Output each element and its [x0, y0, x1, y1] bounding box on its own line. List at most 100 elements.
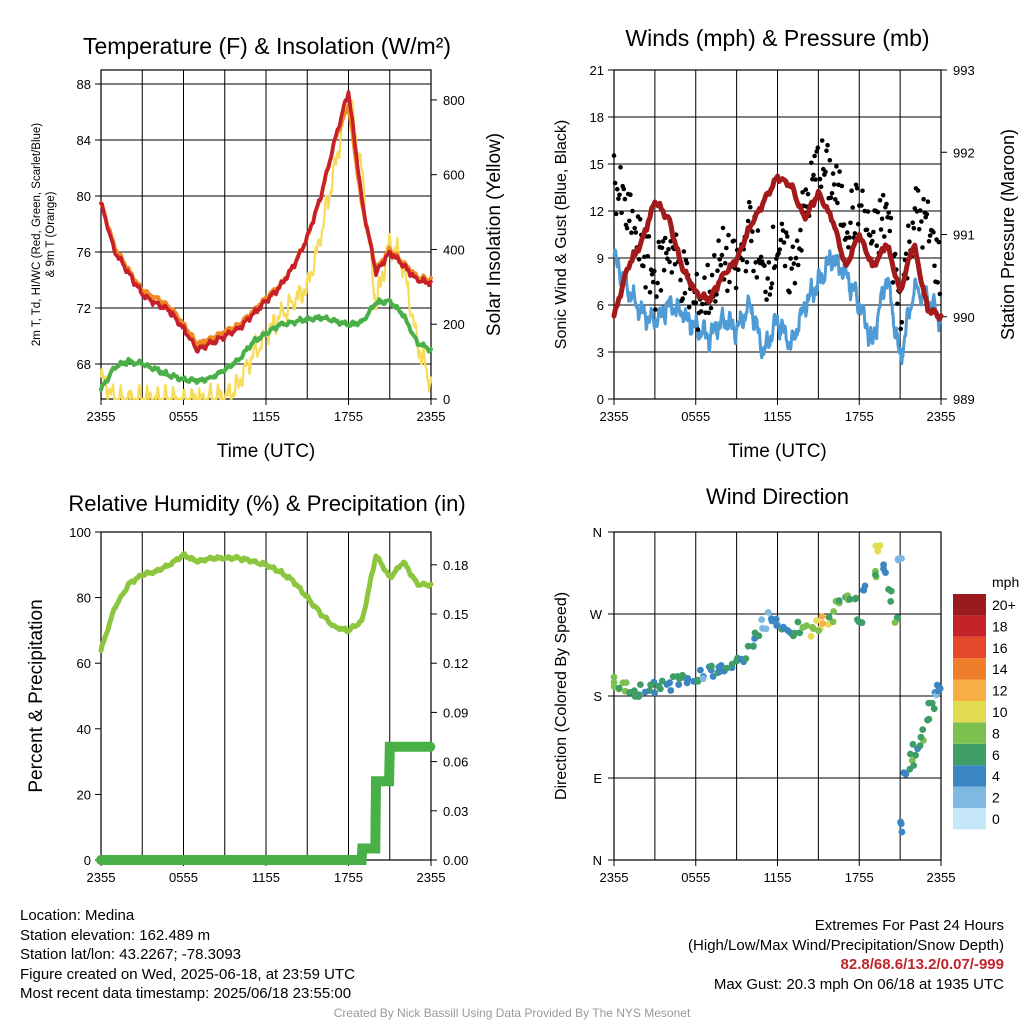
y-tick-label-wind: 0	[597, 392, 604, 407]
gust-point	[641, 263, 646, 269]
series-pressure	[611, 173, 944, 322]
direction-point	[799, 623, 807, 631]
gust-point	[793, 255, 799, 261]
y-tick-label-wind: 18	[590, 110, 604, 125]
gust-point	[924, 211, 930, 217]
gust-point	[920, 245, 925, 250]
gust-point	[854, 185, 860, 191]
extremes-title: Extremes For Past 24 Hours	[814, 917, 1004, 934]
y-tick-label-rh: 60	[77, 656, 91, 671]
x-tick-label-wind: 0555	[681, 409, 710, 424]
y2-tick-label-temp: 0	[443, 392, 450, 407]
direction-point	[846, 595, 854, 603]
direction-point	[825, 613, 833, 621]
direction-point	[794, 618, 802, 626]
y2-tick-label-rh: 0.09	[443, 705, 468, 720]
gust-point	[621, 186, 627, 192]
gust-point	[736, 267, 741, 273]
chart-title-temp: Temperature (F) & Insolation (W/m²)	[83, 33, 451, 59]
gust-point	[630, 208, 635, 214]
gust-point	[702, 275, 707, 281]
gust-point	[781, 240, 787, 245]
gust-point	[827, 158, 833, 163]
x-tick-label-temp: 1155	[252, 409, 280, 424]
direction-point	[819, 620, 827, 627]
gust-point	[619, 210, 624, 215]
gust-point	[834, 164, 839, 169]
gust-point	[750, 229, 755, 234]
gust-point	[803, 187, 809, 192]
y2-axis-label-temp: Solar Insolation (Yellow)	[484, 133, 505, 336]
legend-swatch	[953, 615, 986, 637]
gust-point	[813, 177, 818, 182]
figure-created: Figure created on Wed, 2025-06-18, at 23…	[20, 965, 355, 983]
y-tick-label-wind: 15	[590, 157, 604, 172]
gust-point	[714, 292, 719, 297]
gust-point	[798, 227, 803, 233]
gust-point	[751, 268, 756, 274]
gust-point	[787, 290, 792, 295]
direction-point	[858, 619, 866, 627]
gust-point	[649, 272, 655, 277]
legend-swatch	[953, 743, 986, 766]
gust-point	[911, 225, 917, 231]
gust-point	[745, 218, 751, 224]
credit-line: Created By Nick Bassill Using Data Provi…	[333, 1006, 691, 1020]
gust-point	[823, 169, 828, 175]
direction-point	[758, 616, 765, 623]
direction-point	[930, 705, 938, 713]
gust-point	[629, 230, 634, 235]
gust-point	[680, 296, 685, 301]
x-axis-label-temp: Time (UTC)	[217, 441, 316, 462]
direction-point	[897, 820, 905, 828]
gust-point	[749, 238, 754, 244]
direction-point	[755, 632, 763, 640]
direction-point	[742, 655, 750, 662]
direction-point	[882, 569, 889, 576]
gust-point	[763, 289, 768, 295]
gust-point	[774, 256, 779, 261]
gust-point	[744, 259, 750, 265]
legend-label: 18	[992, 618, 1008, 634]
gust-point	[818, 184, 824, 190]
gust-point	[825, 142, 830, 148]
y-tick-label-temp: 76	[77, 245, 91, 260]
gust-point	[915, 188, 921, 193]
y-axis-label-wind: Sonic Wind & Gust (Blue, Black)	[553, 120, 570, 349]
y-tick-label-wind: 21	[590, 63, 604, 78]
gust-point	[652, 268, 657, 274]
gust-point	[765, 276, 770, 281]
legend-label: 12	[992, 683, 1008, 699]
direction-point	[835, 597, 843, 605]
y-tick-label-wind: 6	[597, 298, 604, 313]
station-location: Location: Medina	[20, 907, 135, 924]
gust-point	[906, 223, 911, 229]
gust-point	[646, 234, 652, 239]
gust-point	[755, 228, 761, 233]
legend-swatch	[953, 808, 986, 830]
x-tick-label-rh: 1755	[334, 870, 363, 885]
series-dewpoint	[99, 297, 433, 392]
gust-point	[768, 285, 774, 291]
gust-point	[762, 263, 767, 269]
gust-point	[754, 275, 760, 280]
station-elevation: Station elevation: 162.489 m	[20, 926, 211, 944]
gust-point	[927, 233, 933, 238]
gust-point	[709, 272, 715, 278]
gust-point	[776, 251, 781, 256]
gust-point	[695, 327, 701, 332]
gust-point	[678, 277, 683, 283]
series-precip	[96, 741, 436, 865]
direction-point	[744, 642, 752, 650]
x-tick-label-temp: 2355	[417, 409, 446, 424]
direction-point	[928, 699, 936, 707]
gust-point	[643, 285, 648, 290]
gust-point	[703, 310, 708, 316]
y2-tick-label-rh: 0.15	[443, 607, 468, 622]
gust-point	[910, 220, 915, 225]
gust-point	[628, 192, 633, 197]
gust-point	[785, 234, 790, 239]
gust-point	[828, 195, 834, 200]
gust-point	[937, 291, 943, 297]
gust-point	[888, 215, 894, 221]
